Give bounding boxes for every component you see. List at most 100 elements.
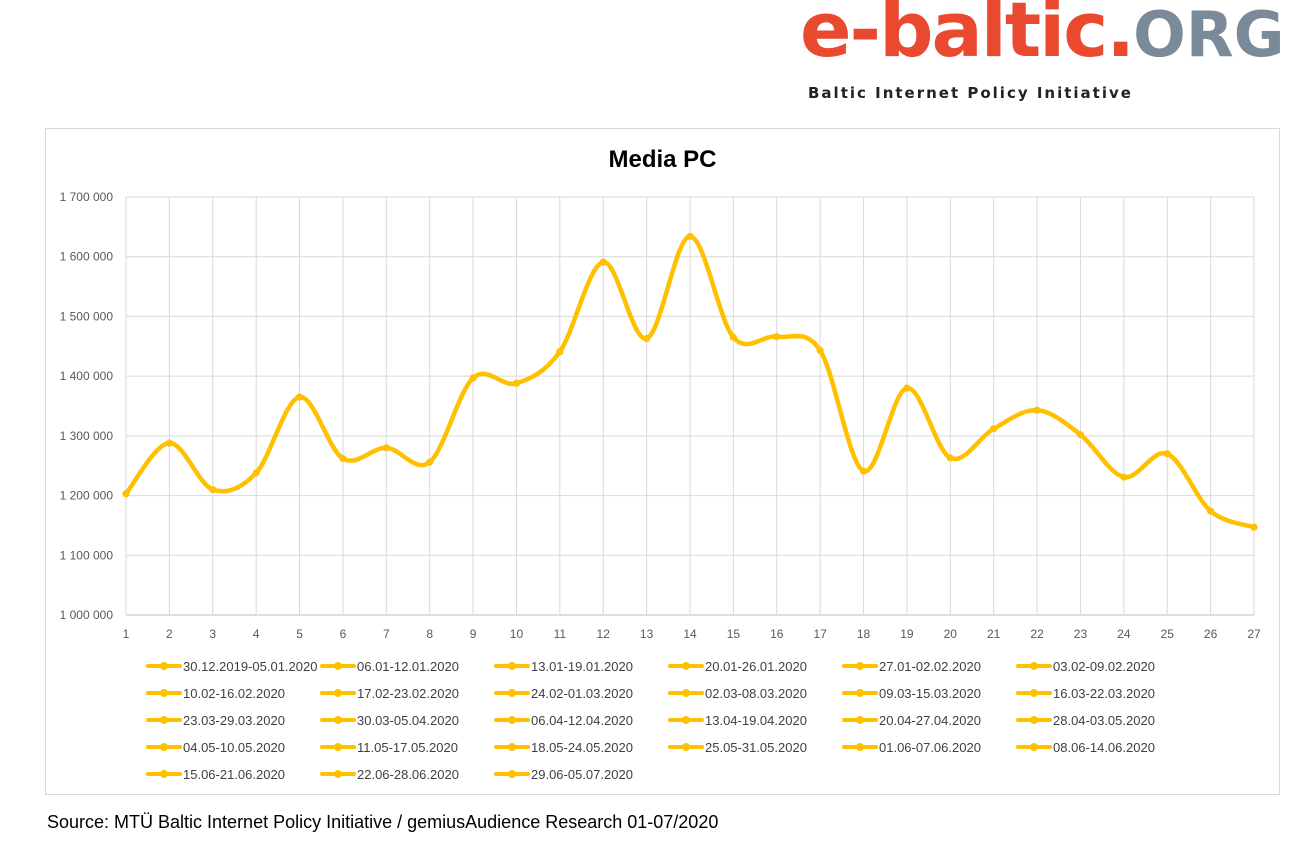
data-point <box>252 469 260 477</box>
x-tick-label: 18 <box>857 627 871 641</box>
data-point <box>426 458 434 466</box>
legend-item: 06.04-12.04.2020 <box>494 710 633 730</box>
legend-label: 22.06-28.06.2020 <box>357 766 459 782</box>
legend-label: 01.06-07.06.2020 <box>879 739 981 755</box>
data-point <box>903 384 911 392</box>
logo-wordmark: e-baltic.ORG <box>800 0 1284 68</box>
x-tick-label: 20 <box>944 627 958 641</box>
legend-item: 30.12.2019-05.01.2020 <box>146 656 317 676</box>
legend-label: 02.03-08.03.2020 <box>705 685 807 701</box>
y-tick-label: 1 700 000 <box>60 190 114 204</box>
data-point <box>686 232 694 241</box>
legend-swatch <box>494 737 530 757</box>
y-axis-ticks: 1 000 000 1 100 000 1 200 000 1 300 000 1 40… <box>60 190 114 622</box>
legend-item: 29.06-05.07.2020 <box>494 764 633 784</box>
legend-item: 13.01-19.01.2020 <box>494 656 633 676</box>
legend-label: 06.01-12.01.2020 <box>357 658 459 674</box>
y-tick-label: 1 600 000 <box>60 250 114 264</box>
source-note: Source: MTÜ Baltic Internet Policy Initi… <box>47 812 719 832</box>
data-point <box>643 334 651 343</box>
legend-label: 09.03-15.03.2020 <box>879 685 981 701</box>
x-tick-label: 2 <box>166 627 173 641</box>
legend-swatch <box>668 710 704 730</box>
legend-label: 30.12.2019-05.01.2020 <box>183 658 318 674</box>
legend-swatch <box>146 764 182 784</box>
legend-item: 06.01-12.01.2020 <box>320 656 459 676</box>
data-point <box>816 346 824 355</box>
legend-swatch <box>494 683 530 703</box>
legend-swatch <box>668 737 704 757</box>
legend-label: 03.02-09.02.2020 <box>1053 658 1155 674</box>
legend-swatch <box>320 710 356 730</box>
x-tick-label: 6 <box>340 627 347 641</box>
legend-label: 04.05-10.05.2020 <box>183 739 285 755</box>
x-tick-label: 3 <box>209 627 216 641</box>
logo-wordmark-part2: ORG <box>1133 0 1285 71</box>
legend-item: 15.06-21.06.2020 <box>146 764 285 784</box>
legend-swatch <box>842 683 878 703</box>
data-point <box>1120 473 1128 481</box>
x-tick-label: 21 <box>987 627 1001 641</box>
logo-wordmark-part1: e-baltic. <box>800 0 1135 74</box>
data-point <box>469 374 477 382</box>
e-baltic-logo: e-baltic.ORG Baltic Internet Policy Init… <box>796 0 1286 106</box>
data-point <box>295 393 304 401</box>
data-point <box>1207 507 1215 515</box>
legend-label: 13.04-19.04.2020 <box>705 712 807 728</box>
legend-swatch <box>842 656 878 676</box>
y-tick-label: 1 100 000 <box>60 548 114 562</box>
chart-area: Media PC 1 000 000 1 100 000 1 200 000 1 30… <box>45 128 1280 795</box>
y-tick-label: 1 200 000 <box>60 489 114 503</box>
legend-item: 16.03-22.03.2020 <box>1016 683 1155 703</box>
data-point <box>1033 406 1041 414</box>
legend-swatch <box>146 656 182 676</box>
legend-item: 11.05-17.05.2020 <box>320 737 458 757</box>
x-tick-label: 1 <box>123 627 130 641</box>
legend-swatch <box>320 764 356 784</box>
gridlines <box>125 196 1255 616</box>
legend-item: 03.02-09.02.2020 <box>1016 656 1155 676</box>
x-tick-label: 13 <box>640 627 654 641</box>
y-tick-label: 1 300 000 <box>60 429 114 443</box>
data-point <box>339 454 347 463</box>
legend-swatch <box>842 737 878 757</box>
legend-label: 06.04-12.04.2020 <box>531 712 633 728</box>
x-tick-label: 23 <box>1074 627 1088 641</box>
legend-swatch <box>668 656 704 676</box>
legend-item: 09.03-15.03.2020 <box>842 683 981 703</box>
legend-swatch <box>494 656 530 676</box>
x-tick-label: 9 <box>470 627 477 641</box>
legend-label: 16.03-22.03.2020 <box>1053 685 1155 701</box>
legend-item: 28.04-03.05.2020 <box>1016 710 1155 730</box>
legend-label: 23.03-29.03.2020 <box>183 712 285 728</box>
legend-swatch <box>1016 710 1052 730</box>
legend-swatch <box>1016 683 1052 703</box>
legend-label: 29.06-05.07.2020 <box>531 766 633 782</box>
x-tick-label: 7 <box>383 627 390 641</box>
legend-item: 17.02-23.02.2020 <box>320 683 459 703</box>
legend-item: 24.02-01.03.2020 <box>494 683 633 703</box>
legend-item: 23.03-29.03.2020 <box>146 710 285 730</box>
legend-label: 30.03-05.04.2020 <box>357 712 459 728</box>
x-tick-label: 14 <box>683 627 697 641</box>
legend-swatch <box>842 710 878 730</box>
x-tick-label: 24 <box>1117 627 1131 641</box>
legend-swatch <box>320 683 356 703</box>
legend-item: 04.05-10.05.2020 <box>146 737 285 757</box>
legend-label: 20.01-26.01.2020 <box>705 658 807 674</box>
y-tick-label: 1 400 000 <box>60 369 114 383</box>
legend-label: 17.02-23.02.2020 <box>357 685 459 701</box>
data-point <box>859 467 868 475</box>
legend-label: 18.05-24.05.2020 <box>531 739 633 755</box>
data-point <box>1163 450 1171 458</box>
legend-swatch <box>146 737 182 757</box>
data-point <box>209 486 217 494</box>
legend-item: 30.03-05.04.2020 <box>320 710 459 730</box>
data-point <box>1076 431 1085 439</box>
x-tick-label: 16 <box>770 627 784 641</box>
legend-item: 20.04-27.04.2020 <box>842 710 981 730</box>
legend-swatch <box>146 710 182 730</box>
x-tick-label: 8 <box>426 627 433 641</box>
data-point <box>382 444 390 452</box>
legend-label: 13.01-19.01.2020 <box>531 658 633 674</box>
